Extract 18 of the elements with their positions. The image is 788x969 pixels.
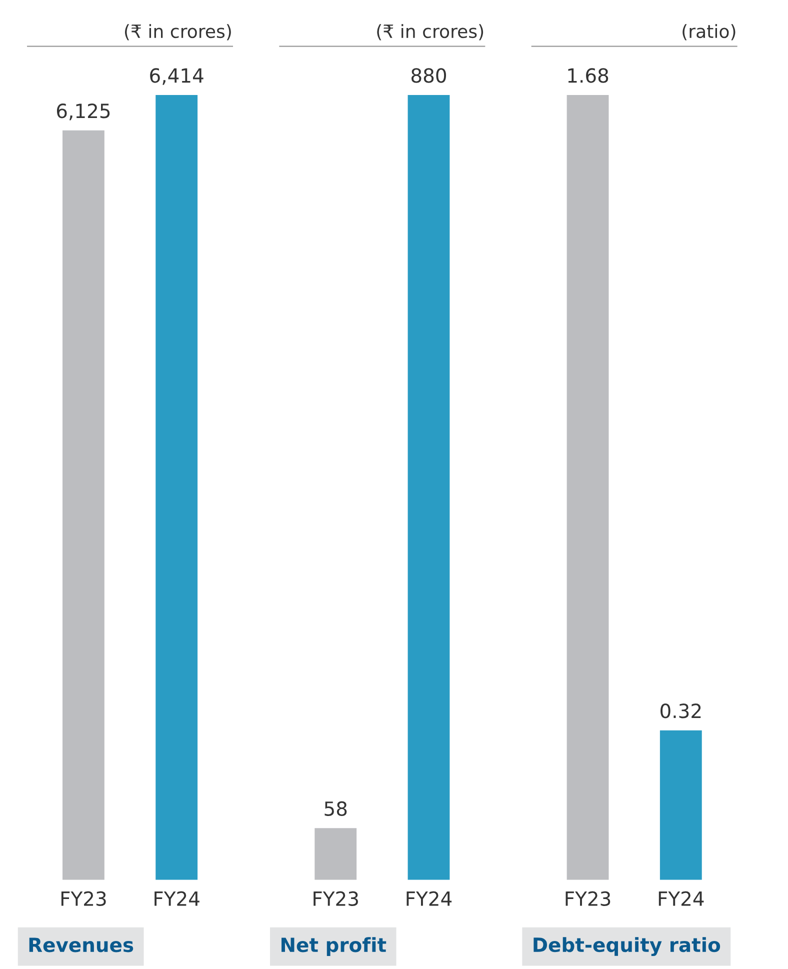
x-tick-label: FY23 (314, 891, 358, 906)
x-tick-label: FY24 (658, 891, 704, 906)
data-label: 0.32 (660, 704, 701, 718)
chart-subtitle: (₹ in crores) (377, 24, 484, 40)
data-label: 58 (324, 801, 347, 816)
x-tick-label: FY23 (566, 891, 610, 906)
chart-subtitle: (₹ in crores) (124, 24, 231, 40)
data-label: 1.68 (568, 68, 608, 83)
text: Net profit (282, 937, 386, 956)
text: Revenues (29, 938, 134, 952)
x-tick-label: FY24 (406, 891, 452, 906)
x-tick-label: FY24 (154, 891, 200, 906)
text: Debt-equity ratio (534, 937, 720, 956)
data-label: 6,414 (150, 68, 204, 85)
x-tick-label: FY23 (61, 891, 106, 906)
data-label: 880 (412, 68, 446, 83)
chart-subtitle: (ratio) (682, 24, 736, 40)
data-label: 6,125 (56, 104, 110, 120)
